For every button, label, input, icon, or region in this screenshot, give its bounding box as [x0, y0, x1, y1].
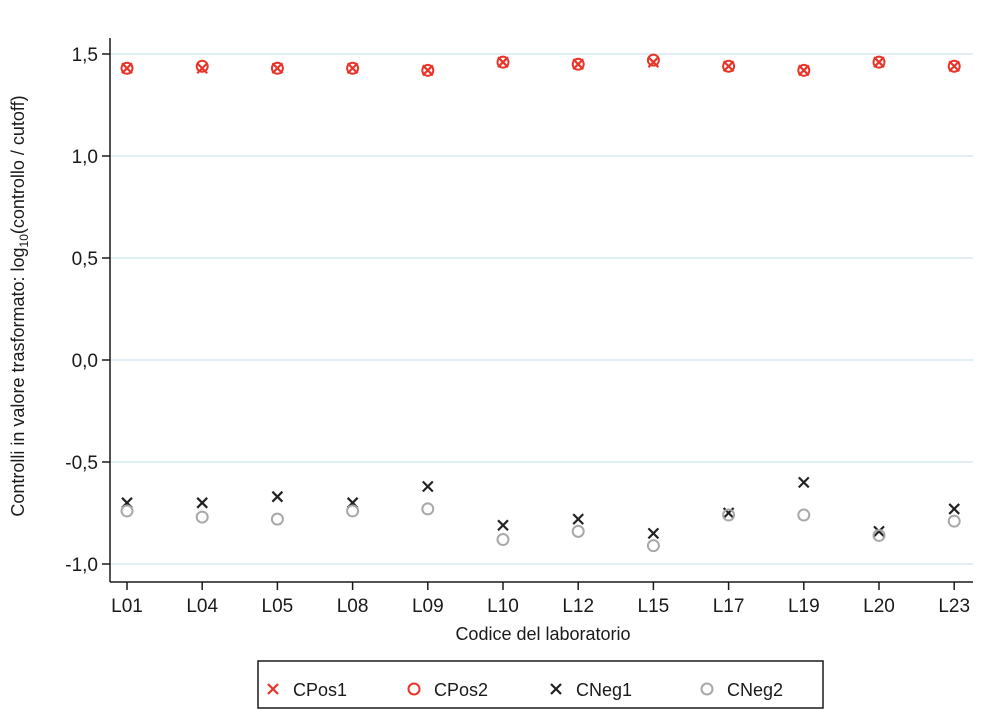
data-point [270, 512, 284, 526]
x-axis-title: Codice del laboratorio [455, 624, 630, 644]
x-axis: L01 L04 L05 L08 L09 L10 L12 L15 L17 L19 L20 L23 [110, 581, 973, 617]
legend-box [257, 660, 824, 709]
data-point [120, 61, 134, 75]
data-point [571, 524, 585, 538]
data-point [646, 539, 660, 553]
x-tick-label: L17 [713, 596, 745, 617]
x-tick-label: L12 [562, 596, 594, 617]
x-tick-label: L20 [863, 596, 895, 617]
data-point [947, 514, 961, 528]
x-tick-label: L01 [111, 596, 143, 617]
legend-marker [550, 683, 562, 695]
data-point [948, 503, 960, 515]
legend-label: CPos2 [434, 680, 488, 700]
x-tick-label: L08 [337, 596, 369, 617]
legend-marker [267, 683, 279, 695]
data-point [196, 497, 208, 509]
y-tick-label: -1,0 [65, 555, 98, 576]
x-tick-label: L15 [638, 596, 670, 617]
data-point [798, 476, 810, 489]
y-axis: 1,5 1,0 0,5 0,0 -0,5 -1,0 [65, 38, 111, 582]
data-point [571, 57, 585, 71]
x-tick-label: L04 [186, 596, 218, 617]
data-point [872, 528, 886, 542]
legend: CPos1 CPos2 CNeg1 CNeg2 [257, 660, 824, 709]
y-tick-label: 0,0 [72, 351, 98, 372]
data-point [947, 59, 961, 73]
legend-label: CNeg2 [727, 680, 783, 700]
data-point [346, 61, 360, 75]
data-point [572, 513, 584, 525]
data-point [722, 508, 736, 522]
x-tick-label: L10 [487, 596, 519, 617]
data-point [195, 59, 209, 73]
y-tick-label: 1,0 [72, 147, 98, 168]
legend-label: CNeg1 [576, 680, 632, 700]
legend-marker [700, 682, 714, 696]
x-tick-label: L23 [938, 596, 970, 617]
legend-marker [407, 682, 421, 696]
data-point [496, 55, 510, 69]
data-point [270, 61, 284, 75]
y-axis-title: Controlli in valore trasformato: log10(c… [8, 95, 31, 516]
data-point [647, 527, 660, 540]
y-tick-label: 0,5 [72, 249, 98, 270]
data-point [422, 480, 434, 493]
data-point [497, 519, 509, 532]
data-point [120, 504, 134, 518]
data-markers [120, 53, 961, 553]
data-point [195, 510, 209, 524]
y-tick-label: -0,5 [65, 453, 98, 474]
y-tick-label: 1,5 [72, 45, 98, 66]
data-point [873, 525, 885, 538]
data-point [496, 533, 510, 547]
data-point [646, 53, 660, 67]
data-point [421, 502, 435, 516]
legend-label: CPos1 [293, 680, 347, 700]
data-point [271, 490, 284, 503]
data-point [797, 508, 811, 522]
data-point [722, 59, 736, 73]
data-point [872, 55, 886, 69]
x-tick-label: L05 [262, 596, 294, 617]
data-point [421, 63, 435, 77]
x-tick-label: L19 [788, 596, 820, 617]
data-point [346, 504, 360, 518]
grid-lines [110, 53, 973, 565]
data-point [797, 63, 811, 77]
x-tick-label: L09 [412, 596, 444, 617]
